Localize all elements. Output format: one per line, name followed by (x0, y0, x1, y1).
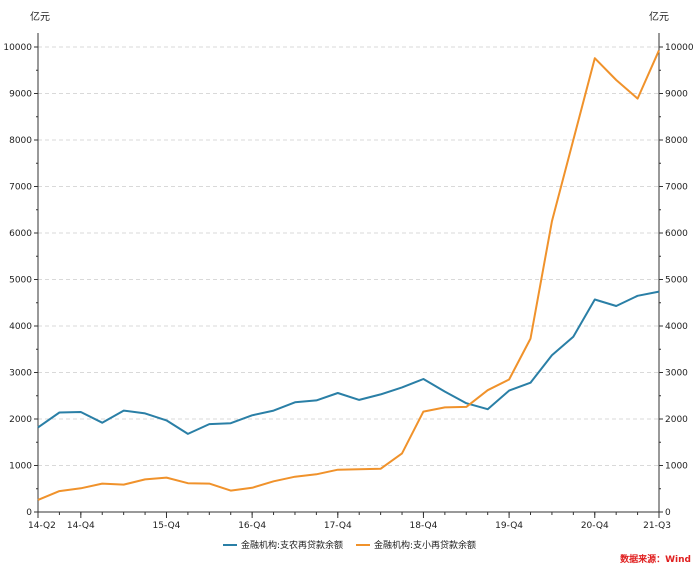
legend-label-small: 金融机构:支小再贷款余额 (374, 539, 476, 551)
y-tick-label-left: 5000 (9, 276, 32, 286)
x-tick-label: 16-Q4 (238, 521, 266, 531)
x-tick-label: 20-Q4 (581, 521, 609, 531)
y-tick-label-right: 1000 (665, 462, 688, 472)
y-ticks-right: 0 1000 2000 3000 4000 5000 6000 7000 8000 9000 100… (659, 43, 694, 518)
y-axis-left-unit: 亿元 (30, 10, 50, 23)
series-line-agri-relending (37, 290, 660, 435)
y-tick-label-right: 2000 (665, 415, 688, 425)
y-tick-label-left: 0 (26, 508, 32, 518)
x-tick-label: 17-Q4 (324, 521, 352, 531)
y-tick-label-left: 2000 (9, 415, 32, 425)
y-tick-label-right: 9000 (665, 90, 688, 100)
y-tick-label-left: 7000 (9, 183, 32, 193)
y-ticks-left: 0 1000 2000 3000 4000 5000 6000 7000 8000 9000 100… (3, 43, 38, 518)
legend-label-agri: 金融机构:支农再贷款余额 (241, 539, 343, 551)
y-tick-label-left: 9000 (9, 90, 32, 100)
y-tick-label-right: 3000 (665, 369, 688, 379)
x-tick-label: 18-Q4 (410, 521, 438, 531)
data-source: 数据来源：Wind (620, 553, 691, 565)
series-line-small-relending (37, 49, 660, 501)
x-tick-label: 19-Q4 (495, 521, 523, 531)
y-tick-label-left: 6000 (9, 229, 32, 239)
grid-lines (38, 46, 659, 466)
y-tick-label-right: 6000 (665, 229, 688, 239)
y-tick-label-left: 1000 (9, 462, 32, 472)
y-tick-label-right: 10000 (665, 43, 694, 53)
x-ticks: 14-Q2 14-Q4 15-Q4 16-Q4 17-Q4 18-Q4 19-Q4 20-Q4… (28, 512, 671, 531)
x-tick-label: 14-Q4 (67, 521, 95, 531)
y-tick-label-right: 4000 (665, 322, 688, 332)
legend: 金融机构:支农再贷款余额 金融机构:支小再贷款余额 (223, 539, 476, 551)
y-tick-label-left: 3000 (9, 369, 32, 379)
y-tick-label-left: 4000 (9, 322, 32, 332)
y-tick-label-left: 8000 (9, 136, 32, 146)
x-tick-label: 15-Q4 (153, 521, 181, 531)
axes (37, 33, 660, 513)
y-tick-label-left: 10000 (3, 43, 32, 53)
y-axis-right-unit: 亿元 (649, 10, 669, 23)
y-tick-label-right: 5000 (665, 276, 688, 286)
x-tick-label: 14-Q2 (28, 521, 56, 531)
x-tick-label: 21-Q3 (643, 521, 671, 531)
y-tick-label-right: 0 (665, 508, 671, 518)
y-tick-label-right: 8000 (665, 136, 688, 146)
y-tick-label-right: 7000 (665, 183, 688, 193)
series-lines (37, 49, 660, 501)
